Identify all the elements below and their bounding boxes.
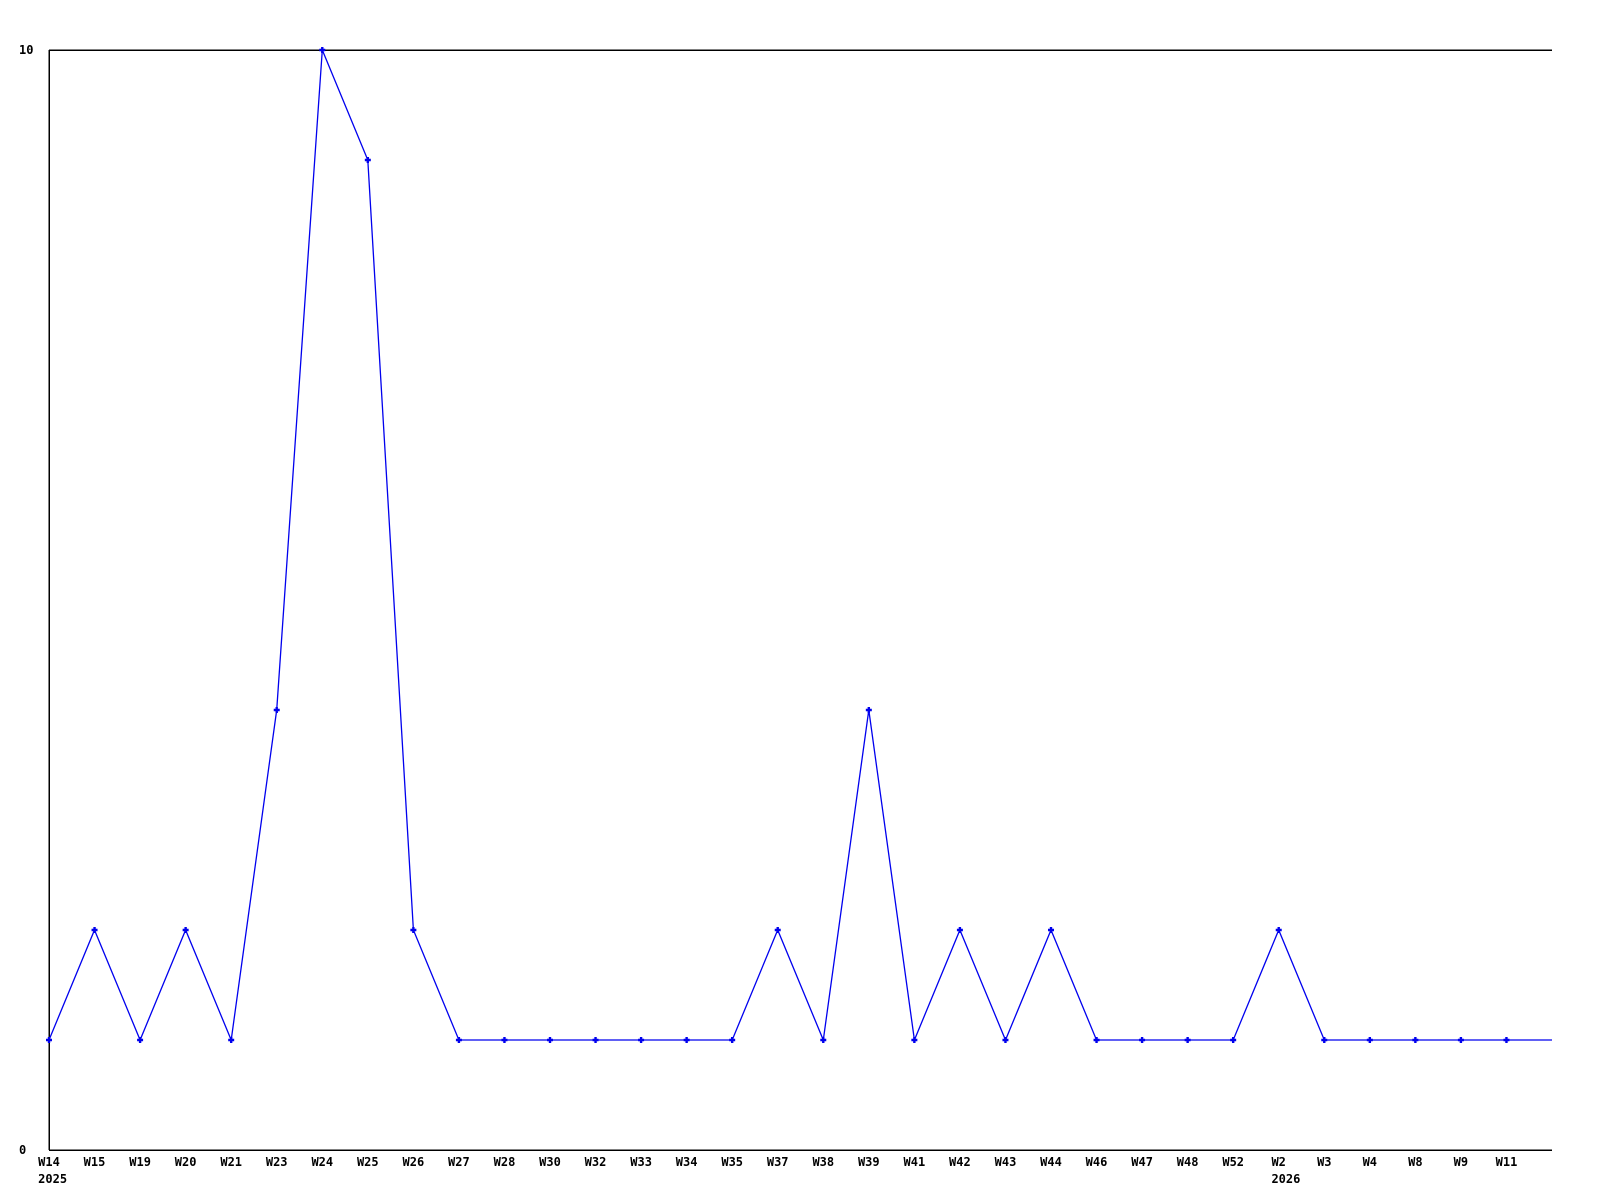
x-tick-label: W24 [311,1155,333,1169]
year-label: 2026 [1271,1172,1301,1186]
x-tick-label: W38 [812,1155,834,1169]
x-tick-label: W14 2025 [38,1155,67,1186]
week-label: W3 [1317,1155,1332,1169]
week-label: W30 [539,1155,561,1169]
week-label: W20 [174,1155,197,1169]
x-tick-label: W33 [630,1155,652,1169]
x-tick-label: W20 [175,1155,197,1169]
week-label: W11 [1495,1155,1518,1169]
week-label: W35 [721,1155,744,1169]
x-tick-label: W34 [676,1155,698,1169]
x-tick-label: W26 [403,1155,425,1169]
week-label: W33 [630,1155,652,1169]
x-tick-label: W19 [129,1155,151,1169]
x-tick-label: W37 [767,1155,789,1169]
week-label: W28 [493,1155,516,1169]
week-label: W23 [265,1155,288,1169]
x-tick-label: W27 [448,1155,470,1169]
series-line [48,49,1552,1043]
week-label: W8 [1408,1155,1423,1169]
x-tick-label: W9 [1454,1155,1468,1169]
x-tick-label: W3 [1317,1155,1331,1169]
week-label: W26 [402,1155,425,1169]
week-label: W46 [1085,1155,1108,1169]
x-tick-label: W47 [1131,1155,1153,1169]
y-axis-min-label: 0 [19,1143,27,1157]
x-tick-label: W21 [220,1155,242,1169]
week-label: W4 [1362,1155,1378,1169]
week-label: W19 [129,1155,151,1169]
week-label: W48 [1176,1155,1199,1169]
x-tick-label: W23 [266,1155,288,1169]
week-label: W9 [1453,1155,1469,1169]
x-tick-label: W35 [721,1155,743,1169]
year-label: 2025 [38,1172,68,1186]
week-label: W14 [38,1155,60,1169]
week-label: W37 [766,1155,789,1169]
week-label: W32 [584,1155,607,1169]
week-label: W38 [812,1155,835,1169]
week-label: W39 [857,1155,880,1169]
x-tick-label: W41 [904,1155,926,1169]
x-tick-label: W28 [494,1155,516,1169]
x-tick-label: W25 [357,1155,379,1169]
x-tick-label: W4 [1363,1155,1377,1169]
x-tick-label: W52 [1222,1155,1244,1169]
week-label: W52 [1222,1155,1245,1169]
week-label: W27 [448,1155,470,1169]
y-axis-max-label: 10 [19,43,34,57]
x-tick-label: W32 [585,1155,607,1169]
week-label: W41 [903,1155,926,1169]
week-label: W24 [311,1155,334,1169]
x-tick-label: W44 [1040,1155,1062,1169]
week-label: W47 [1131,1155,1153,1169]
week-label: W42 [949,1155,971,1169]
x-tick-label: W43 [995,1155,1017,1169]
x-tick-label: W42 [949,1155,971,1169]
data-point-markers [46,47,1510,1043]
week-label: W21 [220,1155,243,1169]
x-tick-label: W48 [1177,1155,1199,1169]
x-tick-label: W39 [858,1155,880,1169]
week-label: W25 [356,1155,379,1169]
x-tick-label: W8 [1408,1155,1422,1169]
week-label: W15 [83,1155,106,1169]
x-tick-label: W11 [1496,1155,1518,1169]
x-tick-label: W30 [539,1155,561,1169]
x-tick-label: W2 2026 [1271,1155,1300,1186]
x-tick-label: W46 [1086,1155,1108,1169]
week-label: W44 [1040,1155,1062,1169]
week-label: W34 [675,1155,698,1169]
x-tick-label: W15 [84,1155,106,1169]
week-label: W2 [1271,1155,1286,1169]
week-label: W43 [994,1155,1017,1169]
